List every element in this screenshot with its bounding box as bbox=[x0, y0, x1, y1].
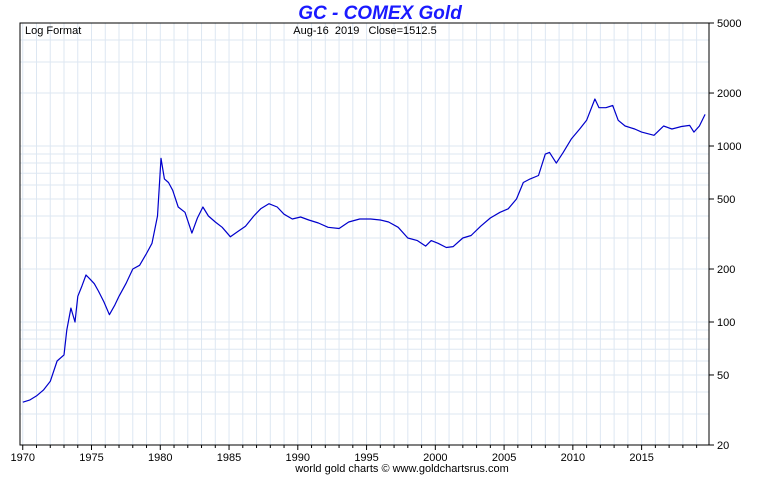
y-tick-label: 200 bbox=[717, 264, 735, 276]
plot-frame bbox=[19, 22, 710, 446]
y-tick-label: 100 bbox=[717, 317, 735, 329]
y-tick-label: 20 bbox=[717, 440, 729, 452]
log-format-label: Log Format bbox=[25, 25, 81, 37]
x-tick-label: 1995 bbox=[354, 452, 378, 464]
y-tick-label: 1000 bbox=[717, 141, 741, 153]
y-tick-label: 2000 bbox=[717, 88, 741, 100]
y-tick-label: 500 bbox=[717, 194, 735, 206]
x-tick-label: 1970 bbox=[11, 452, 35, 464]
x-tick-label: 1980 bbox=[148, 452, 172, 464]
gold-price-line bbox=[22, 98, 706, 403]
footer-credit: world gold charts © www.goldchartsrus.co… bbox=[294, 463, 509, 475]
y-axis-ticks: 20 50 100 200 500 1000 2000 5000 bbox=[709, 18, 741, 452]
price-line-layer bbox=[22, 98, 706, 403]
x-tick-label: 2000 bbox=[423, 452, 447, 464]
y-tick-label: 5000 bbox=[717, 18, 741, 30]
x-tick-label: 2010 bbox=[561, 452, 585, 464]
x-axis-ticks: 1970 1975 1980 1985 1990 1995 2000 2005 2010 2015 bbox=[11, 445, 698, 464]
x-tick-label: 2005 bbox=[492, 452, 516, 464]
x-tick-label: 1975 bbox=[79, 452, 103, 464]
date-close-label: Aug-16 2019 Close=1512.5 bbox=[293, 25, 436, 37]
chart-title: GC - COMEX Gold bbox=[298, 3, 462, 24]
x-tick-label: 1985 bbox=[217, 452, 241, 464]
x-tick-label: 1990 bbox=[286, 452, 310, 464]
x-tick-label: 2015 bbox=[629, 452, 653, 464]
grid-lines bbox=[20, 23, 709, 445]
y-tick-label: 50 bbox=[717, 370, 729, 382]
